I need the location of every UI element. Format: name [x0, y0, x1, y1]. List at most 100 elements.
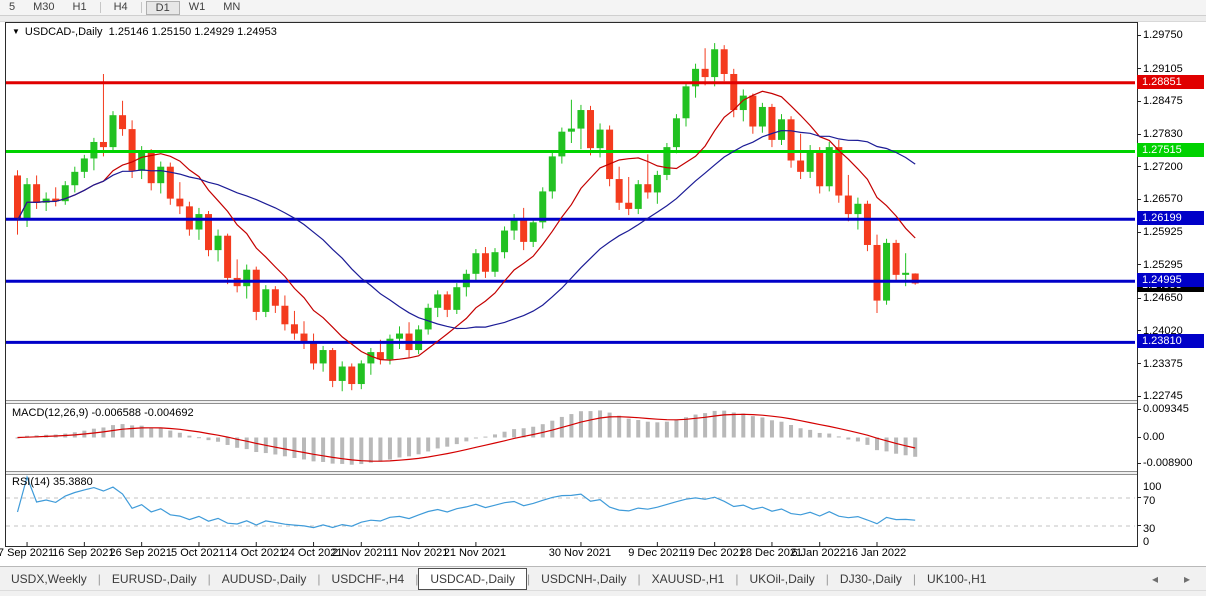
tab-separator: | [637, 572, 641, 586]
price-axis-tick-label: 1.24650 [1143, 292, 1183, 305]
price-level-badge: 1.28851 [1137, 74, 1204, 89]
date-axis-label: 16 Sep 2021 [52, 547, 115, 559]
rsi-axis-tick [1137, 497, 1141, 498]
macd-axis-tick [1137, 436, 1141, 438]
macd-axis-tick-label: 0.009345 [1143, 402, 1189, 415]
price-axis-tick-label: 1.27830 [1143, 128, 1183, 141]
tab-scroll-right-icon[interactable]: ▸ [1183, 572, 1190, 586]
price-chart-canvas[interactable] [6, 23, 1135, 400]
timeframe-button-h1[interactable]: H1 [72, 1, 87, 13]
timeframe-toolbar: 5 M30 H1 H4 D1 W1 MN [0, 0, 1206, 16]
chart-window[interactable]: ▼ USDCAD-,Daily 1.25146 1.25150 1.24929 1… [5, 22, 1138, 547]
rsi-axis-tick [1137, 525, 1141, 526]
price-axis-tick [1137, 231, 1141, 233]
macd-main-value: -0.006588 [91, 407, 142, 419]
timeframe-button-m30[interactable]: M30 [33, 1, 55, 13]
price-axis-tick-label: 1.26570 [1143, 193, 1183, 206]
tab-separator: | [912, 572, 917, 586]
pane-splitter-macd[interactable] [6, 400, 1137, 404]
tab-scroll-arrows: ◂ ▸ [1126, 572, 1190, 586]
symbol-tab-usdcnh[interactable]: USDCNH-,Daily [541, 572, 627, 586]
price-axis-tick [1137, 133, 1141, 135]
date-axis: 7 Sep 2021 16 Sep 2021 26 Sep 2021 5 Oct 20… [0, 547, 1136, 561]
price-level-badge: 1.23810 [1137, 334, 1204, 349]
price-axis-tick-label: 1.27200 [1143, 160, 1183, 173]
date-axis-label: 28 Dec 2021 [739, 547, 803, 559]
chart-title: ▼ USDCAD-,Daily 1.25146 1.25150 1.24929 1… [12, 26, 277, 38]
price-axis-tick-label: 1.22745 [1143, 390, 1183, 403]
symbol-tab-audusd[interactable]: AUDUSD-,Daily [221, 572, 307, 586]
tab-separator: | [825, 572, 829, 586]
bottom-strip [0, 590, 1206, 596]
date-axis-label: 2 Nov 2021 [332, 547, 389, 559]
macd-axis-tick [1137, 463, 1141, 465]
price-axis-tick [1137, 363, 1141, 365]
tab-separator: | [735, 572, 739, 586]
rsi-axis-tick-label: 0 [1143, 536, 1150, 548]
date-axis-label: 19 Dec 2021 [682, 547, 745, 559]
tab-scroll-left-icon[interactable]: ◂ [1151, 572, 1158, 586]
rsi-axis-tick-label: 30 [1143, 523, 1156, 535]
toolbar-separator [99, 2, 101, 13]
price-axis-tick [1137, 297, 1141, 299]
symbol-tab-dj30[interactable]: DJ30-,Daily [839, 572, 902, 586]
chart-dropdown-icon[interactable]: ▼ [12, 27, 20, 36]
toolbar-separator [140, 2, 142, 13]
date-axis-label: 24 Oct 2021 [282, 547, 343, 559]
rsi-axis-tick-label: 70 [1143, 495, 1156, 507]
price-axis-tick-label: 1.25295 [1143, 258, 1183, 271]
tab-separator: | [97, 572, 101, 586]
macd-axis-tick-label: 0.00 [1143, 430, 1165, 443]
timeframe-button-w1[interactable]: W1 [188, 1, 206, 13]
rsi-value: 35.3880 [52, 476, 93, 488]
date-axis-label: 5 Oct 2021 [171, 547, 225, 559]
chart-symbol-label: USDCAD-,Daily [24, 26, 103, 38]
date-axis-label: 26 Sep 2021 [109, 547, 172, 559]
price-axis-tick [1137, 330, 1141, 331]
rsi-label: RSI(14) 35.3880 [12, 476, 93, 488]
timeframe-button-h4[interactable]: H4 [113, 1, 128, 13]
tab-separator: | [527, 572, 531, 586]
symbol-tab-usdx[interactable]: USDX,Weekly [11, 572, 87, 586]
price-axis-tick-label: 1.25925 [1143, 226, 1183, 239]
price-axis-tick-label: 1.29750 [1143, 29, 1183, 42]
price-level-badge: 1.27515 [1137, 143, 1204, 158]
symbol-tab-uk100[interactable]: UK100-,H1 [927, 572, 987, 586]
tab-separator: | [317, 572, 321, 586]
price-axis-tick [1137, 68, 1141, 70]
date-axis-label: 16 Jan 2022 [845, 547, 907, 559]
rsi-chart-canvas[interactable] [6, 475, 1135, 546]
toolbar-divider [0, 16, 1206, 22]
price-level-badge: 1.26199 [1137, 211, 1204, 226]
symbol-tabbar: USDX,Weekly | EURUSD-,Daily | AUDUSD-,Daily |… [0, 566, 1206, 591]
timeframe-button-d1[interactable]: D1 [145, 0, 180, 15]
timeframe-button-mn[interactable]: MN [223, 1, 241, 13]
price-axis-tick [1137, 395, 1141, 397]
price-axis-tick-label: 1.29105 [1143, 62, 1183, 75]
price-axis-tick-label: 1.24020 [1143, 324, 1183, 337]
symbol-tab-xauusd[interactable]: XAUUSD-,H1 [651, 572, 725, 586]
date-axis-label: 11 Nov 2021 [386, 547, 449, 559]
date-axis-label: 6 Jan 2022 [791, 547, 846, 559]
macd-axis-tick [1137, 408, 1141, 410]
date-axis-label: 30 Nov 2021 [548, 547, 612, 559]
pane-splitter-rsi[interactable] [6, 471, 1137, 475]
price-axis-tick [1137, 34, 1141, 36]
price-axis-tick [1137, 264, 1141, 266]
price-axis-tick-label: 1.23375 [1143, 357, 1183, 370]
tab-separator: | [207, 572, 211, 586]
symbol-tab-eurusd[interactable]: EURUSD-,Daily [111, 572, 197, 586]
date-axis-label: 9 Dec 2021 [628, 547, 685, 559]
symbol-tab-usdcad[interactable]: USDCAD-,Daily [418, 568, 528, 590]
symbol-tab-usdchf[interactable]: USDCHF-,H4 [331, 572, 405, 586]
price-level-badge: 1.24995 [1137, 273, 1204, 288]
symbol-tab-ukoil[interactable]: UKOil-,Daily [749, 572, 815, 586]
macd-label: MACD(12,26,9) -0.006588 -0.004692 [12, 407, 194, 419]
rsi-axis-tick-label: 100 [1143, 481, 1162, 493]
price-axis-tick [1137, 166, 1141, 168]
date-axis-label: 21 Nov 2021 [443, 547, 507, 559]
timeframe-button-5[interactable]: 5 [9, 1, 16, 13]
macd-chart-canvas[interactable] [6, 404, 1135, 471]
price-axis: 1.29750 1.29105 1.28475 1.27830 1.27200 1.265… [1137, 22, 1206, 560]
